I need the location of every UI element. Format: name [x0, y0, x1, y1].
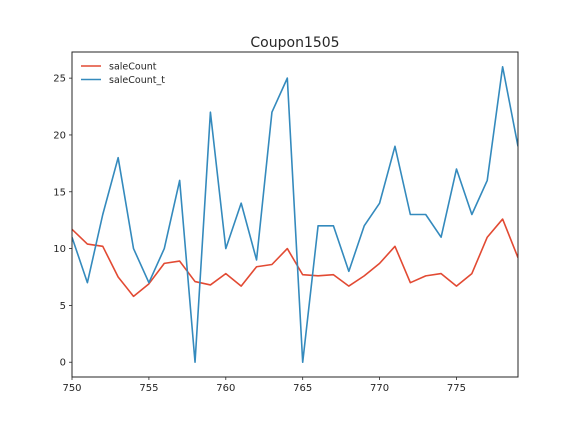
x-tick-label: 760: [216, 383, 235, 394]
chart-title: Coupon1505: [250, 35, 339, 51]
x-tick-label: 750: [62, 383, 81, 394]
x-tick-label: 770: [370, 383, 389, 394]
y-tick-label: 20: [53, 130, 66, 141]
legend-label-saleCount: saleCount: [109, 62, 157, 73]
y-tick-label: 0: [60, 358, 66, 369]
y-tick-label: 25: [53, 74, 66, 85]
plot-frame: [71, 51, 519, 378]
y-tick-label: 15: [53, 187, 66, 198]
y-tick-label: 5: [60, 301, 66, 312]
series-line-saleCount-t: [72, 65, 518, 364]
legend-label-saleCount-t: saleCount_t: [109, 75, 165, 86]
legend: saleCount saleCount_t: [81, 62, 165, 86]
x-tick-label: 765: [293, 383, 312, 394]
x-tick-label: 755: [139, 383, 158, 394]
series-line-saleCount: [72, 218, 518, 298]
plot-area: [72, 65, 518, 364]
x-tick-label: 775: [447, 383, 466, 394]
y-tick-label: 10: [53, 244, 66, 255]
